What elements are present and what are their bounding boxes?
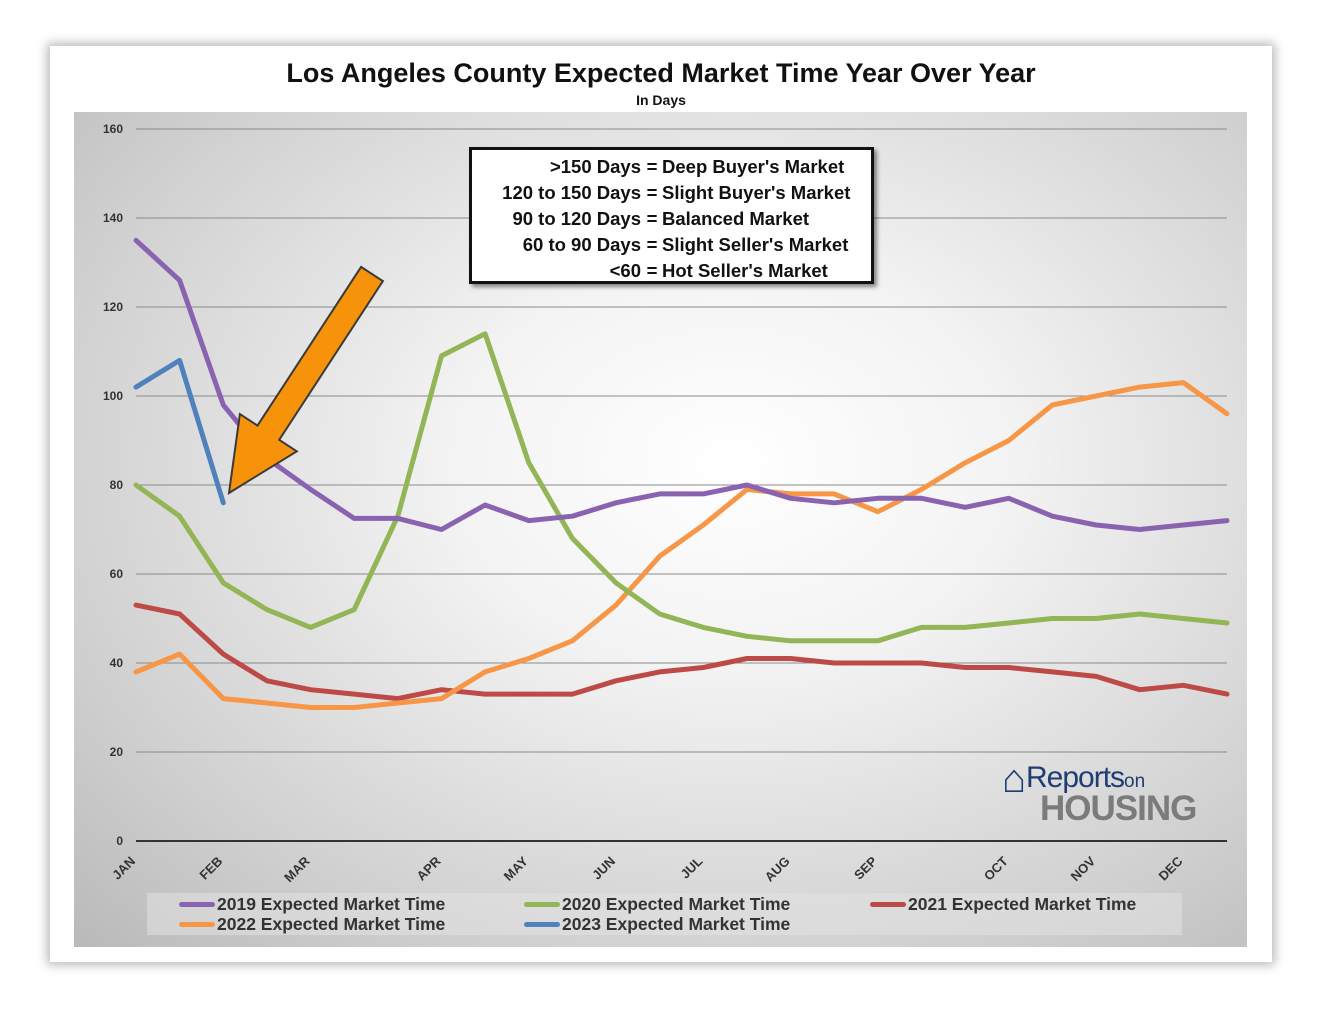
legend-label: 2019 Expected Market Time — [217, 894, 446, 914]
y-tick-label: 40 — [110, 656, 124, 670]
x-tick-label: JUL — [677, 853, 705, 881]
legend-swatch — [524, 902, 560, 907]
x-tick-label: DEC — [1155, 853, 1185, 883]
y-tick-label: 60 — [110, 567, 124, 581]
legend: 2019 Expected Market Time 2020 Expected … — [147, 893, 1182, 935]
logo-reports-text: Reports — [1026, 761, 1125, 794]
x-tick-label: JAN — [109, 854, 138, 883]
series-line-2021 — [133, 602, 1230, 702]
series-line-2023 — [133, 357, 226, 506]
chart-subtitle: In Days — [636, 92, 686, 108]
series-line-2022 — [133, 380, 1230, 710]
key-description: Slight Seller's Market — [662, 234, 849, 255]
annotation-arrow — [227, 265, 385, 495]
key-row: <60 = Hot Seller's Market — [472, 258, 871, 284]
legend-item-2021: 2021 Expected Market Time — [870, 894, 1136, 915]
x-tick-label: SEP — [851, 853, 880, 882]
x-tick-label: APR — [414, 853, 444, 883]
y-tick-label: 80 — [110, 478, 124, 492]
key-row: >150 Days = Deep Buyer's Market — [472, 154, 871, 180]
x-tick-label: NOV — [1068, 853, 1099, 884]
x-tick-label: MAR — [281, 853, 313, 885]
key-range: <60 — [609, 260, 641, 281]
y-tick-label: 140 — [103, 211, 123, 225]
logo-on-text: on — [1124, 771, 1146, 792]
key-row: 120 to 150 Days = Slight Buyer's Market — [472, 180, 871, 206]
y-tick-label: 120 — [103, 300, 123, 314]
key-description: Balanced Market — [662, 208, 810, 229]
key-range: >150 Days — [549, 156, 641, 177]
house-pin-icon: ⌂ — [1002, 757, 1027, 801]
logo-housing-text: HOUSING — [1040, 789, 1197, 828]
key-description: Hot Seller's Market — [662, 260, 828, 281]
x-tick-label: MAY — [501, 853, 531, 883]
key-range: 120 to 150 Days — [502, 182, 641, 203]
legend-label: 2020 Expected Market Time — [562, 894, 791, 914]
key-equals: = — [646, 234, 658, 255]
key-equals: = — [646, 156, 658, 177]
key-row: 90 to 120 Days = Balanced Market — [472, 206, 871, 232]
legend-swatch — [870, 902, 906, 907]
legend-swatch — [524, 922, 560, 927]
legend-item-2020: 2020 Expected Market Time — [524, 894, 790, 915]
legend-label: 2023 Expected Market Time — [562, 914, 791, 934]
key-range: 90 to 120 Days — [512, 208, 641, 229]
x-tick-label: AUG — [762, 854, 793, 885]
legend-item-2019: 2019 Expected Market Time — [179, 894, 445, 915]
legend-label: 2021 Expected Market Time — [908, 894, 1137, 914]
legend-item-2023: 2023 Expected Market Time — [524, 914, 790, 935]
y-tick-label: 0 — [116, 834, 123, 848]
y-tick-label: 160 — [103, 122, 123, 136]
key-equals: = — [646, 208, 658, 229]
key-equals: = — [646, 260, 658, 281]
key-range: 60 to 90 Days — [522, 234, 641, 255]
key-description: Deep Buyer's Market — [662, 156, 845, 177]
legend-swatch — [179, 922, 215, 927]
chart-title: Los Angeles County Expected Market Time … — [286, 58, 1036, 88]
x-tick-label: JUN — [589, 854, 618, 883]
reports-on-housing-logo: ⌂ Reports on HOUSING — [1000, 757, 1210, 827]
series-line-2020 — [133, 331, 1230, 644]
key-row: 60 to 90 Days = Slight Seller's Market — [472, 232, 871, 258]
key-description: Slight Buyer's Market — [662, 182, 851, 203]
legend-item-2022: 2022 Expected Market Time — [179, 914, 445, 935]
legend-label: 2022 Expected Market Time — [217, 914, 446, 934]
key-equals: = — [646, 182, 658, 203]
x-tick-label: FEB — [196, 854, 225, 883]
y-tick-label: 20 — [110, 745, 124, 759]
market-key-box: >150 Days = Deep Buyer's Market 120 to 1… — [469, 147, 874, 284]
series-line-2019 — [133, 237, 1230, 532]
y-tick-label: 100 — [103, 389, 123, 403]
legend-swatch — [179, 902, 215, 907]
x-tick-label: OCT — [981, 853, 1011, 883]
